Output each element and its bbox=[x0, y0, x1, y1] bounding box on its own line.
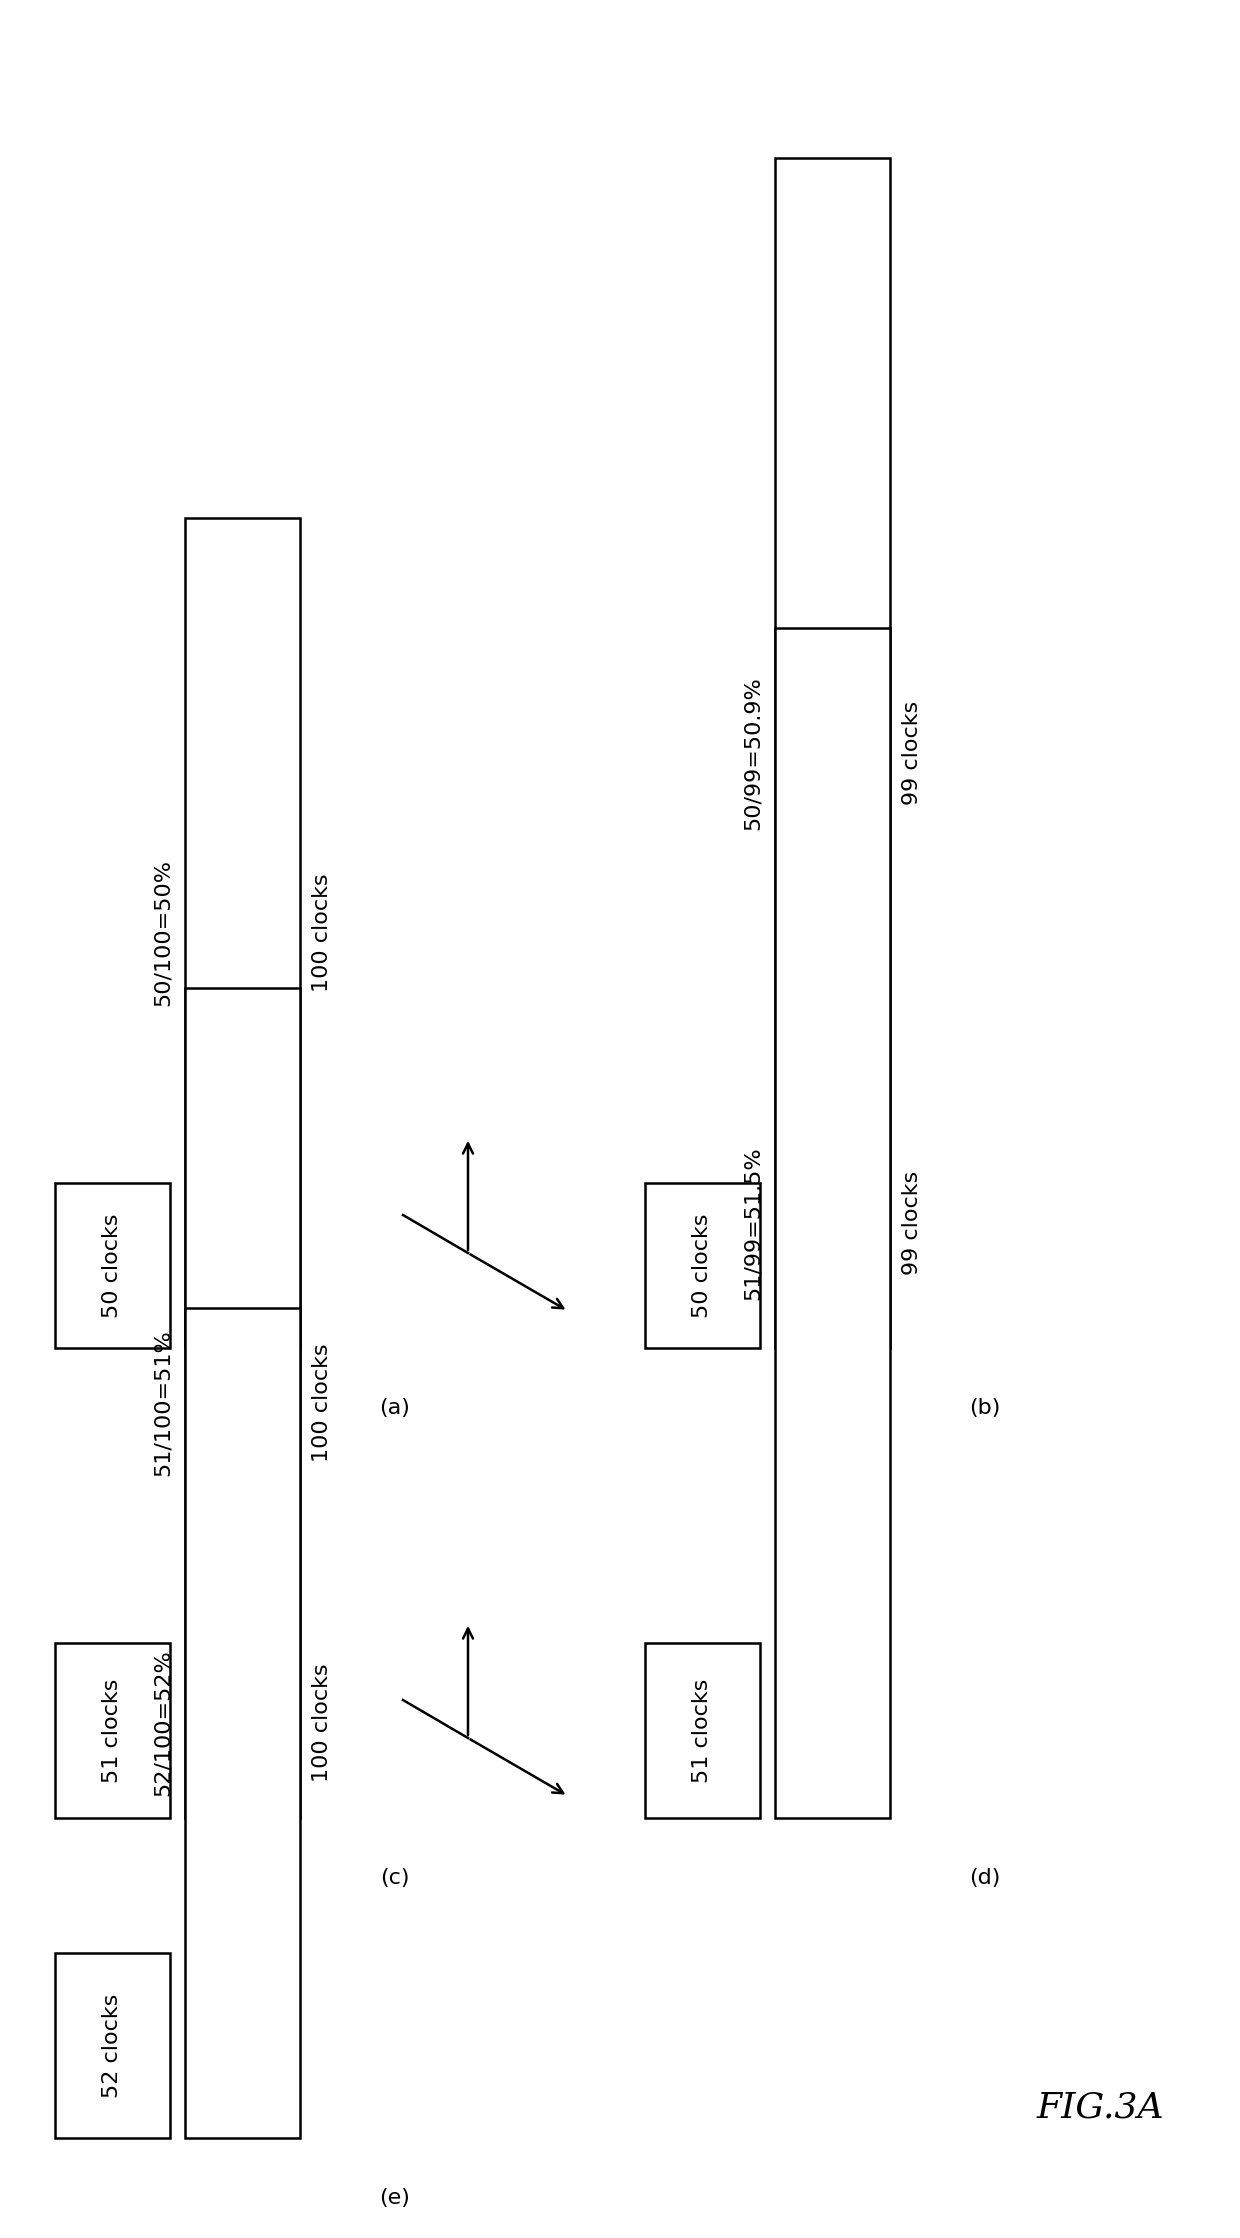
Text: 100 clocks: 100 clocks bbox=[312, 873, 332, 991]
Text: 50 clocks: 50 clocks bbox=[692, 1213, 713, 1318]
Text: 51 clocks: 51 clocks bbox=[692, 1678, 713, 1784]
Bar bbox=[55, 1643, 170, 1817]
Bar bbox=[55, 1184, 170, 1347]
Text: 99 clocks: 99 clocks bbox=[901, 700, 923, 806]
Text: 50/100=50%: 50/100=50% bbox=[153, 859, 174, 1007]
Text: 52/100=52%: 52/100=52% bbox=[153, 1649, 174, 1797]
Text: (e): (e) bbox=[379, 2189, 410, 2209]
Bar bbox=[645, 1184, 760, 1347]
Bar bbox=[185, 987, 300, 1817]
Text: (c): (c) bbox=[381, 1869, 409, 1889]
Text: 50/99=50.9%: 50/99=50.9% bbox=[743, 676, 763, 830]
Text: (d): (d) bbox=[970, 1869, 1001, 1889]
Bar bbox=[775, 159, 890, 1347]
Text: 51/100=51%: 51/100=51% bbox=[153, 1329, 174, 1477]
Text: 51/99=51.5%: 51/99=51.5% bbox=[743, 1146, 763, 1300]
Text: 100 clocks: 100 clocks bbox=[312, 1343, 332, 1461]
Text: 99 clocks: 99 clocks bbox=[901, 1170, 923, 1276]
Bar bbox=[185, 517, 300, 1347]
Text: 51 clocks: 51 clocks bbox=[103, 1678, 123, 1784]
Text: FIG.3A: FIG.3A bbox=[1037, 2090, 1164, 2126]
Bar bbox=[185, 1307, 300, 2137]
Bar bbox=[775, 629, 890, 1817]
Text: 100 clocks: 100 clocks bbox=[312, 1663, 332, 1781]
Bar bbox=[645, 1643, 760, 1817]
Text: (a): (a) bbox=[379, 1399, 410, 1419]
Text: 52 clocks: 52 clocks bbox=[103, 1994, 123, 2097]
Text: 50 clocks: 50 clocks bbox=[103, 1213, 123, 1318]
Bar bbox=[55, 1954, 170, 2137]
Text: (b): (b) bbox=[970, 1399, 1001, 1419]
